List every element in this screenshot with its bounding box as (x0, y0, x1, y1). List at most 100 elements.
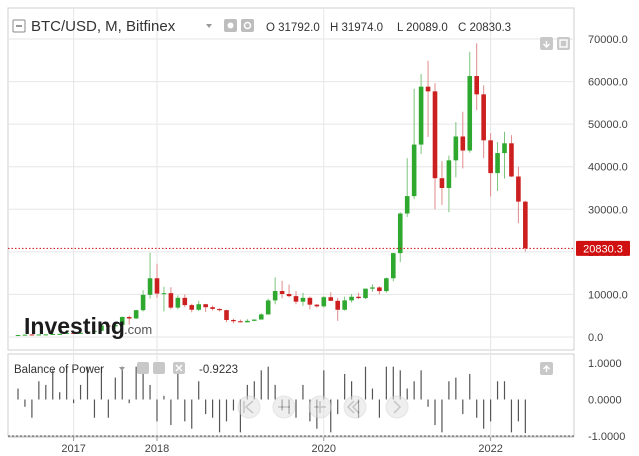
candle (154, 263, 160, 298)
candle-body (85, 331, 90, 333)
y-tick-label: 0.0 (588, 332, 603, 344)
scroll-back-button[interactable] (343, 395, 367, 419)
candle (92, 330, 97, 332)
candle (272, 277, 278, 305)
indicator-pane[interactable] (7, 353, 575, 437)
candle-body (140, 294, 146, 311)
price-pane[interactable] (7, 7, 575, 351)
candle (384, 277, 389, 293)
candle-body (439, 178, 445, 188)
candle (391, 252, 396, 282)
candle (258, 313, 264, 320)
candle-body (106, 325, 111, 327)
bop-tick-label: -1.0000 (588, 431, 625, 443)
candle (293, 291, 299, 305)
time-axis[interactable]: 2017 2018 2020 2022 (61, 437, 503, 455)
candle (397, 212, 403, 263)
candle (29, 334, 35, 336)
candle-body (516, 176, 521, 202)
candle-body (488, 140, 493, 174)
candle-body (113, 325, 118, 327)
candle (446, 155, 452, 213)
candle-body (377, 287, 382, 292)
candle-body (133, 310, 139, 319)
candle-body (245, 320, 250, 323)
candle-body (252, 319, 257, 321)
ohlc-close: C 20830.3 (458, 22, 511, 34)
candle-body (404, 196, 410, 214)
candle-body (453, 136, 459, 161)
y-tick-label: 40000.0 (588, 162, 628, 174)
candle (140, 290, 146, 312)
zoom-in-icon (314, 401, 326, 413)
indicator-chevron-icon[interactable] (119, 367, 125, 371)
candle-body (175, 297, 181, 308)
candle (481, 85, 486, 159)
ohlc-low: L 20089.0 (397, 22, 448, 34)
watermark-brand: Investing (24, 313, 125, 339)
candle-body (328, 297, 334, 301)
candle-body (210, 307, 215, 309)
candle-body (425, 86, 431, 92)
indicator-settings-icon[interactable] (137, 362, 149, 374)
candle (168, 287, 174, 310)
candle (509, 135, 514, 177)
candle-body (293, 296, 299, 302)
candle-body (71, 332, 76, 334)
candle-body (397, 213, 403, 254)
candle-body (92, 330, 97, 332)
candle-body (446, 160, 452, 188)
maximize-icon[interactable] (557, 37, 570, 50)
reset-view-icon (243, 400, 254, 414)
y-tick-label: 70000.0 (588, 34, 628, 46)
candle (133, 309, 139, 320)
candle (210, 305, 215, 311)
candle-body (15, 335, 21, 337)
candle (411, 88, 417, 200)
candle (321, 296, 327, 308)
candle (43, 334, 49, 336)
chevron-down-icon[interactable] (206, 24, 212, 28)
candle-body (314, 304, 320, 307)
candle-body (363, 288, 368, 299)
symbol-title[interactable]: BTC/USD, M, Bitfinex (31, 18, 176, 35)
candle-body (168, 293, 174, 308)
candle (147, 252, 153, 299)
candle-body (231, 319, 236, 322)
pane-controls (540, 37, 570, 375)
gear-icon[interactable] (241, 19, 254, 32)
grid (8, 8, 574, 437)
candle-body (182, 297, 188, 306)
scroll-forward-button[interactable] (385, 395, 409, 419)
candle-body (29, 334, 35, 336)
candle-body (119, 316, 125, 325)
candle (119, 316, 125, 326)
candle (418, 73, 424, 154)
price-axis[interactable]: 0.010000.020000.030000.040000.050000.060… (588, 34, 628, 344)
candle (279, 280, 285, 299)
x-tick-label: 2022 (478, 443, 502, 455)
candle (217, 308, 222, 312)
candle-body (474, 76, 479, 95)
candle-body (418, 86, 424, 145)
candle (453, 122, 459, 178)
candle-body (523, 201, 528, 249)
indicator-name[interactable]: Balance of Power (14, 364, 104, 376)
candle (64, 332, 69, 334)
move-down-arrow (543, 41, 550, 48)
reset-view-button[interactable] (237, 395, 261, 419)
candle-body (391, 253, 396, 279)
candle (328, 292, 334, 301)
candle (15, 334, 21, 337)
candle (203, 303, 208, 312)
ohlc-high: H 31974.0 (330, 22, 383, 34)
candle (314, 304, 320, 308)
scroll-back-icon (346, 400, 360, 414)
candle-body (126, 316, 132, 319)
indicator-gear-icon[interactable] (153, 362, 165, 374)
candle-body (467, 76, 473, 151)
candle-body (147, 278, 153, 295)
settings-icon-dot (227, 22, 234, 29)
candle (161, 286, 167, 312)
